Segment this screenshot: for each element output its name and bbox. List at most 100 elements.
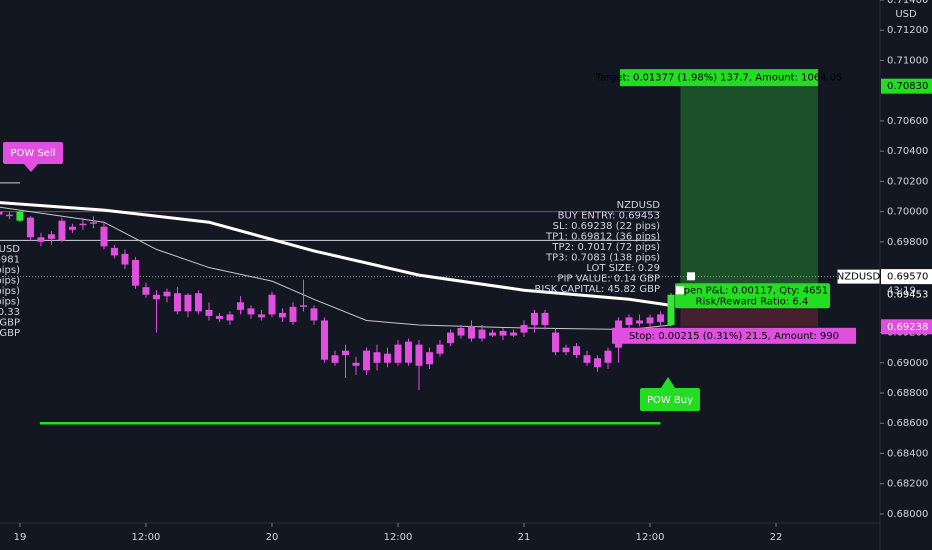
candle-body	[404, 341, 412, 363]
x-tick-label: 22	[770, 532, 783, 543]
x-tick-label: 19	[14, 532, 27, 543]
currency-label: USD	[895, 9, 917, 20]
candle-body	[247, 308, 255, 315]
candle-body	[310, 308, 318, 321]
candle-body	[131, 259, 139, 286]
info-panel-line: TP3: 0.7083 (138 pips)	[545, 253, 660, 264]
y-tick-label: 0.70600	[887, 116, 928, 127]
stop-label-box	[612, 327, 856, 344]
candle-body	[510, 332, 518, 336]
candle-body	[100, 226, 108, 247]
y-tick-label: 0.69800	[887, 237, 928, 248]
y-tick-label: 0.68600	[887, 418, 928, 429]
left-panel-line: pips)	[0, 265, 20, 276]
left-panel-line: pips)	[0, 286, 20, 297]
left-panel-line: 6981	[0, 255, 20, 266]
price-tag-label: 0.69570	[887, 272, 928, 283]
moving-average	[0, 206, 672, 331]
info-panel-line: TP2: 0.7017 (72 pips)	[551, 242, 660, 253]
candle-body	[667, 294, 675, 325]
candle-body	[657, 314, 665, 322]
candle-body	[541, 312, 549, 325]
candle-body	[257, 314, 265, 318]
candle-body	[625, 317, 633, 325]
y-tick-label: 0.68800	[887, 388, 928, 399]
candle-body	[152, 294, 160, 300]
price-tag	[881, 78, 932, 94]
target-label-box	[620, 69, 818, 87]
candle-body	[562, 347, 570, 353]
candle-body	[268, 294, 276, 315]
price-tag-label: 0.70830	[887, 81, 928, 92]
candle-body	[320, 320, 328, 360]
candle-body	[604, 350, 612, 363]
info-panel-line: RISK CAPITAL: 45.82 GBP	[534, 284, 660, 295]
candle-body	[194, 293, 202, 312]
candle-body	[163, 291, 171, 297]
left-panel-line: GBP	[0, 328, 20, 339]
candle-body	[499, 331, 507, 336]
x-tick-label: 12:00	[636, 532, 665, 543]
pnl-label: Risk/Reward Ratio: 6.4	[696, 296, 809, 307]
info-panel-line: LOT SIZE: 0.29	[586, 263, 660, 274]
target-label: Target: 0.01377 (1.98%) 137.7, Amount: 1…	[595, 73, 843, 84]
candle-body	[110, 247, 118, 256]
buy-signal-box	[640, 388, 700, 411]
buy-signal-arrow	[661, 377, 675, 388]
candle-body	[184, 294, 192, 312]
candle-body	[79, 223, 87, 226]
pnl-label: Open P&L: 0.00117, Qty: 4651	[676, 285, 829, 296]
candle-body	[37, 237, 45, 242]
left-panel-line: pips)	[0, 297, 20, 308]
candle-body	[425, 352, 433, 365]
candle-body	[278, 312, 286, 318]
sell-signal-arrow	[24, 164, 38, 172]
countdown: 43:19	[887, 286, 916, 297]
info-panel-line: TP1: 0.69812 (36 pips)	[545, 232, 660, 243]
candle-body	[352, 362, 360, 366]
y-tick-label: 0.68200	[887, 479, 928, 490]
left-panel-line: 0.33	[0, 307, 20, 318]
candle-body	[26, 217, 34, 238]
candle-body	[142, 287, 150, 295]
candle-body	[205, 309, 213, 316]
candle-body	[121, 253, 129, 265]
price-tag-label: 0.69453	[887, 289, 928, 300]
candle-body	[394, 344, 402, 363]
candle-body	[173, 293, 181, 312]
candle-body	[457, 328, 465, 336]
candle-body	[552, 332, 560, 353]
candle-body	[489, 332, 497, 336]
candle-body	[331, 355, 339, 363]
candle-body	[16, 211, 24, 221]
info-panel-line: SL: 0.69238 (22 pips)	[553, 221, 660, 232]
candle-body	[478, 329, 486, 339]
candle-body	[289, 306, 297, 322]
x-tick-label: 12:00	[132, 532, 161, 543]
candle-body	[341, 350, 349, 356]
left-panel-line: pips)	[0, 276, 20, 287]
info-panel-line: NZDUSD	[617, 200, 661, 211]
candle-body	[415, 344, 423, 366]
candle-body	[362, 350, 370, 371]
y-tick-label: 0.70400	[887, 146, 928, 157]
buy-signal-label: POW Buy	[647, 395, 693, 406]
candle-body	[594, 358, 602, 368]
y-tick-label: 0.71200	[887, 25, 928, 36]
candle-body	[468, 326, 476, 339]
candle-body	[0, 211, 3, 215]
candle-body	[58, 220, 66, 241]
price-tag	[881, 269, 932, 285]
left-panel-line: DUSD	[0, 244, 20, 255]
buy-signal: POW Buy	[640, 377, 700, 411]
handle	[687, 272, 695, 281]
stop-label: Stop: 0.00215 (0.31%) 21.5, Amount: 990	[629, 331, 839, 342]
y-tick-label: 0.71400	[887, 0, 928, 6]
x-tick-label: 20	[266, 532, 279, 543]
y-tick-label: 0.68400	[887, 448, 928, 459]
left-panel-line: GBP	[0, 318, 20, 329]
candle-body	[215, 315, 223, 319]
candle-body	[583, 355, 591, 363]
sell-signal-box	[3, 142, 63, 164]
x-tick-label: 12:00	[384, 532, 413, 543]
